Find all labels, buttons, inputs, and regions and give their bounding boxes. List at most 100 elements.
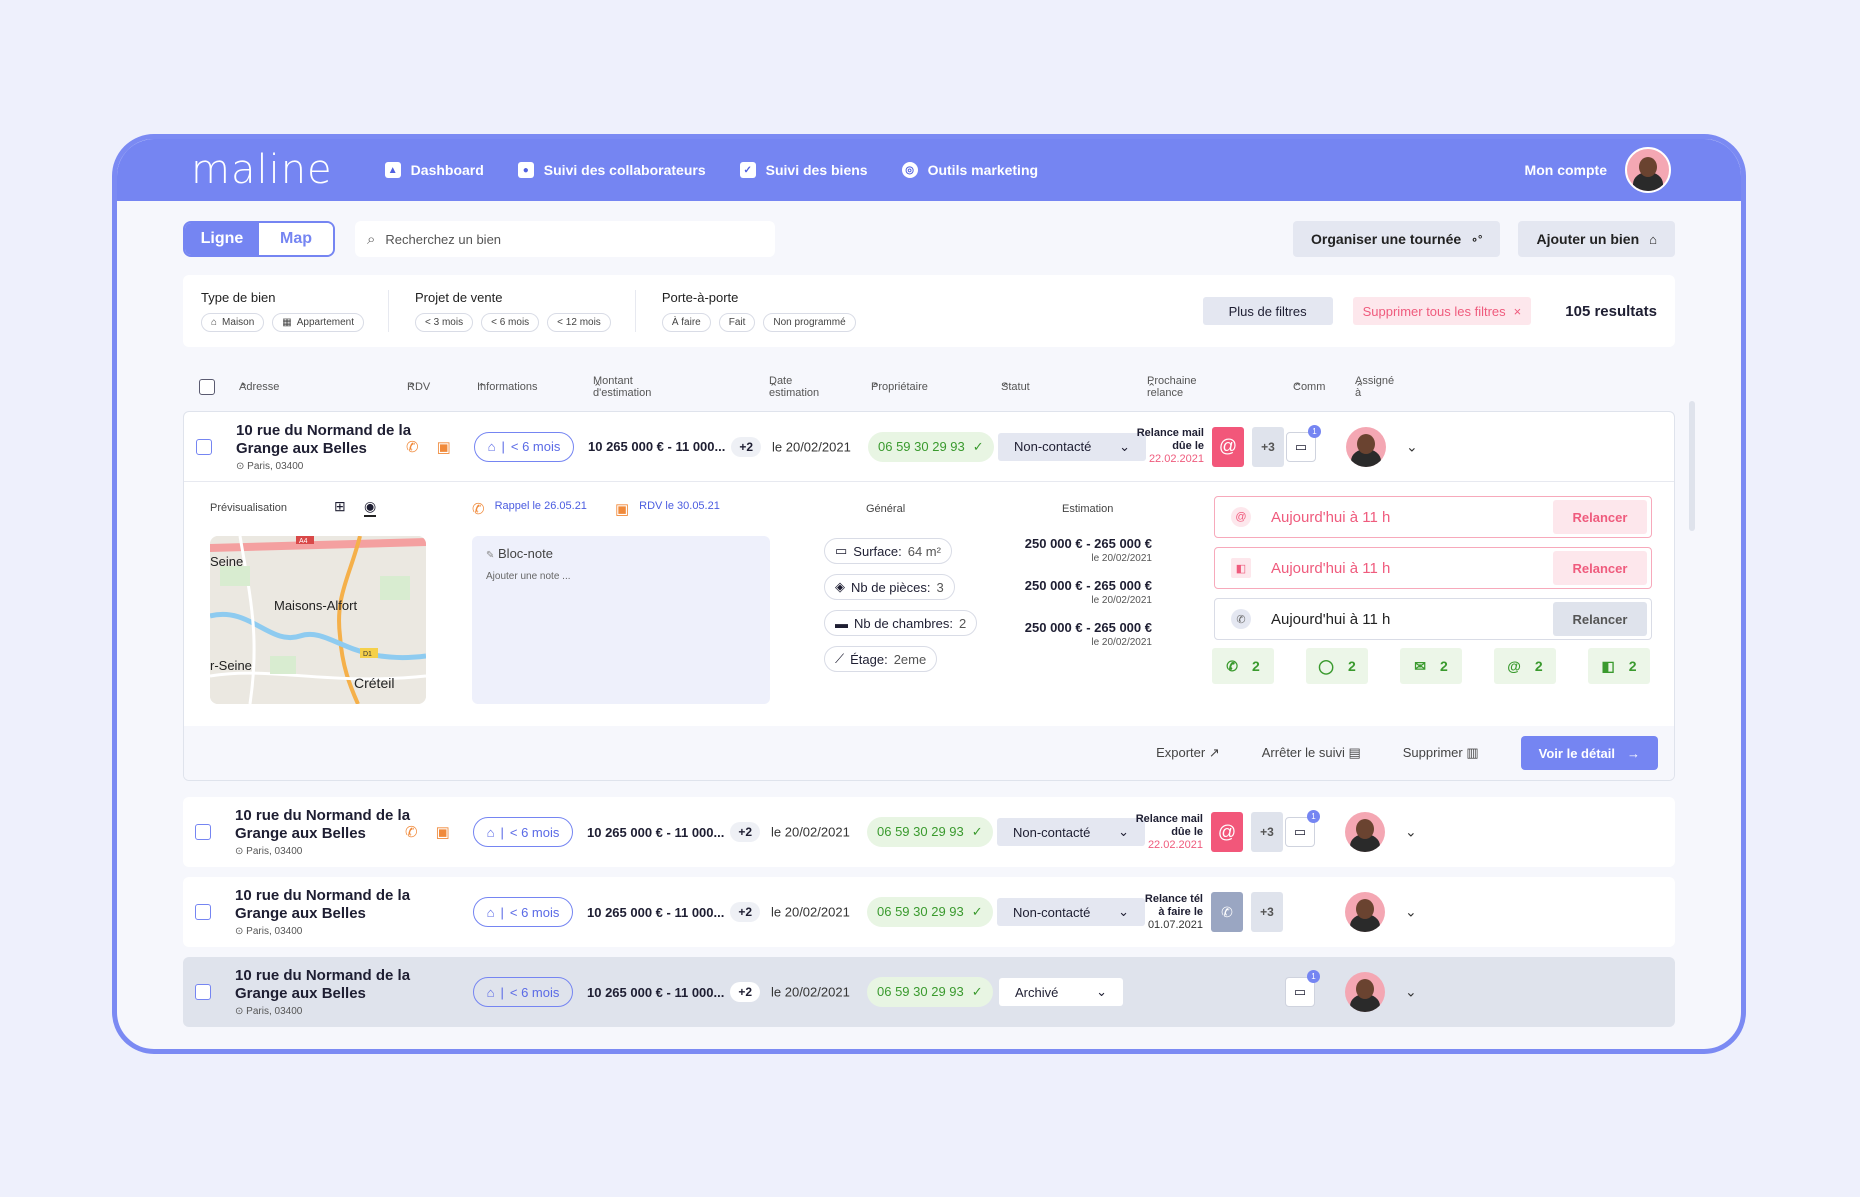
phone-icon[interactable]: ✆ [1211,892,1243,932]
row-checkbox[interactable] [195,824,211,840]
more-badge[interactable]: +2 [730,902,761,922]
table-row[interactable]: 10 rue du Normand de la Grange aux Belles… [183,957,1675,1027]
chip-3-mois[interactable]: < 3 mois [415,313,474,332]
chevron-down-icon[interactable]: ⌄ [1405,983,1417,1000]
calendar-icon[interactable]: ▣ [435,824,450,841]
map-view-icon[interactable]: ⊞ [334,498,346,514]
status-select[interactable]: Non-contacté ⌄ [998,432,1146,461]
at-icon[interactable]: @ [1212,426,1244,467]
assignee-avatar[interactable] [1345,972,1385,1012]
next-relance: Relance mail dûe le 22.02.2021 [1135,812,1203,851]
note-input[interactable]: Ajouter une note ... [486,571,571,582]
chevron-down-icon[interactable]: ⌄ [1405,823,1417,840]
note-block[interactable]: ✎ Bloc-note Ajouter une note ... [472,536,770,704]
avatar[interactable] [1625,147,1671,193]
row-checkbox[interactable] [196,438,212,455]
table-row[interactable]: 10 rue du Normand de la Grange aux Belles… [183,877,1675,947]
search-input[interactable]: ⌕ Recherchez un bien [355,221,775,257]
row-checkbox[interactable] [195,984,211,1000]
more-relance-button[interactable]: +3 [1252,426,1284,467]
more-relance-button[interactable]: +3 [1251,812,1283,852]
filter-bar: Type de bien ⌂ Maison ▦ Appartement Projet… [183,275,1675,347]
nav-marketing[interactable]: ◎ Outils marketing [901,162,1038,178]
chevron-down-icon[interactable]: ⌄ [1405,903,1417,920]
nav-biens[interactable]: ✓ Suivi des biens [739,162,868,178]
add-property-button[interactable]: Ajouter un bien ⌂ [1518,221,1675,257]
info-chip[interactable]: ⌂ | < 6 mois [474,431,574,462]
calendar-icon[interactable]: ▣ [436,438,451,456]
chip-non-programme[interactable]: Non programmé [763,313,856,332]
counter-mailbox[interactable]: ◧ 2 [1588,648,1650,684]
delete-button[interactable]: Supprimer ▥ [1402,745,1479,760]
estimate-date: le 20/02/2021 [772,439,851,454]
table-row[interactable]: 10 rue du Normand de la Grange aux Belles… [183,797,1675,867]
view-map-button[interactable]: Map [259,223,333,255]
nav-collaborateurs[interactable]: ● Suivi des collaborateurs [517,162,706,178]
status-select[interactable]: Non-contacté ⌄ [997,818,1145,846]
chip-12-mois[interactable]: < 12 mois [547,313,611,332]
more-filters-button[interactable]: Plus de filtres [1202,297,1333,325]
chip-6-mois[interactable]: < 6 mois [481,313,540,332]
ruler-icon: ▭ [835,543,848,558]
status-select[interactable]: Archivé ⌄ [999,978,1123,1006]
counter-phone[interactable]: ✆ 2 [1212,648,1274,684]
at-icon[interactable]: @ [1211,812,1243,852]
tour-button[interactable]: Organiser une tournée ∘° [1293,221,1501,257]
scrollbar[interactable] [1689,401,1695,531]
counter-envelope[interactable]: ✉ 2 [1400,648,1462,684]
owner-phone[interactable]: 06 59 30 29 93 ✓ [867,977,993,1007]
camera-icon[interactable]: ◉ [364,498,377,517]
map-preview[interactable]: A4 D1 Seine Maisons-Alfort r-Seine Créte… [210,536,426,704]
nav-dashboard[interactable]: ▲ Dashboard [384,162,484,178]
phone-icon[interactable]: ✆ [406,438,419,456]
clear-filters-button[interactable]: Supprimer tous les filtres × [1352,297,1532,325]
next-relance: Relance tél à faire le 01.07.2021 [1144,892,1203,931]
sort-icon: ⌃ [1147,381,1157,394]
account-menu[interactable]: Mon compte [1525,147,1671,193]
chat-icon[interactable]: ▭ 1 [1286,424,1321,462]
filter-door-to-door: Porte-à-porte À faire Fait Non programmé [661,290,880,332]
chat-icon[interactable]: ▭ 1 [1285,970,1320,1007]
chevron-down-icon: ⌄ [1119,438,1130,454]
more-badge[interactable]: +2 [730,982,761,1002]
table-row-expanded[interactable]: 10 rue du Normand de la Grange aux Belle… [183,411,1675,781]
relance-item-mailbox: ◧ Aujourd'hui à 11 h Relancer [1214,547,1652,589]
owner-phone[interactable]: 06 59 30 29 93 ✓ [867,897,993,927]
more-relance-button[interactable]: +3 [1251,892,1283,932]
export-button[interactable]: Exporter ↗ [1156,745,1220,760]
owner-phone[interactable]: 06 59 30 29 93 ✓ [867,817,993,847]
counter-at[interactable]: @2 [1494,648,1556,684]
info-chip[interactable]: ⌂ | < 6 mois [473,817,573,847]
stop-tracking-button[interactable]: Arrêter le suivi ▤ [1261,745,1361,760]
estimate-date: le 20/02/2021 [771,984,850,1000]
owner-phone[interactable]: 06 59 30 29 93 ✓ [868,431,994,462]
info-chip[interactable]: ⌂ | < 6 mois [473,977,573,1007]
chip-maison[interactable]: ⌂ Maison [201,313,265,332]
select-all-checkbox[interactable] [199,379,215,395]
chip-fait[interactable]: Fait [718,313,756,332]
view-detail-button[interactable]: Voir le détail → [1520,736,1658,770]
assignee-avatar[interactable] [1346,426,1386,467]
bed-icon: ▬ [835,615,848,631]
relancer-button[interactable]: Relancer [1553,500,1647,534]
assignee-avatar[interactable] [1345,892,1385,932]
relancer-button[interactable]: Relancer [1553,551,1647,585]
status-select[interactable]: Non-contacté ⌄ [997,898,1145,926]
more-badge[interactable]: +2 [731,436,762,457]
view-line-button[interactable]: Ligne [185,223,259,255]
toolbar: Ligne Map ⌕ Recherchez un bien Organiser… [183,221,1675,257]
phone-icon[interactable]: ✆ [405,824,418,841]
counter-chat[interactable]: ◯ 2 [1306,648,1368,684]
more-badge[interactable]: +2 [730,822,761,842]
svg-text:r-Seine: r-Seine [210,658,252,673]
chip-a-faire[interactable]: À faire [661,313,711,332]
assignee-avatar[interactable] [1345,812,1385,852]
chat-icon[interactable]: ▭ 1 [1285,810,1320,847]
chip-appartement[interactable]: ▦ Appartement [272,313,365,332]
row-checkbox[interactable] [195,904,211,920]
phone-icon: ✆ [1226,657,1238,674]
chevron-down-icon[interactable]: ⌄ [1406,438,1418,454]
info-chip[interactable]: ⌂ | < 6 mois [473,897,573,927]
relancer-button[interactable]: Relancer [1553,602,1647,636]
phone-icon: ✆ [1231,609,1251,629]
